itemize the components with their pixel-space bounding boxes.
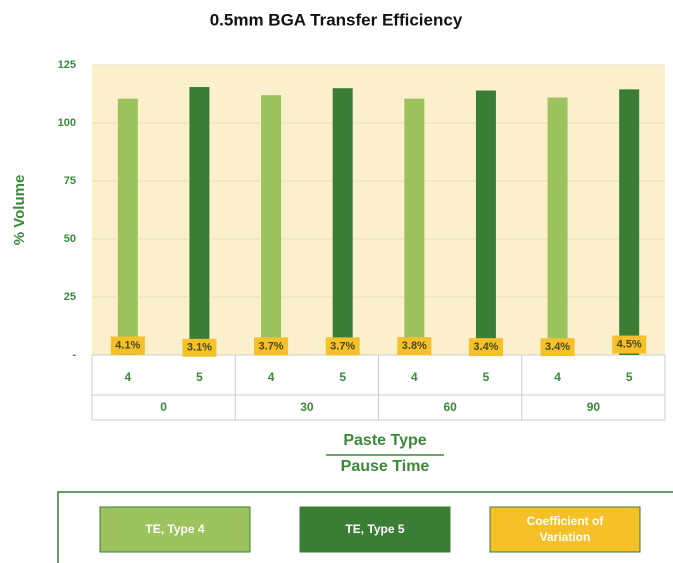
group-label: 90 bbox=[587, 400, 601, 414]
legend-label: Coefficient of Variation bbox=[527, 514, 605, 544]
y-tick-label: 75 bbox=[64, 175, 76, 187]
bar bbox=[332, 88, 353, 355]
x-tick-label: 4 bbox=[124, 370, 131, 384]
x-tick-label: 4 bbox=[268, 370, 275, 384]
legend-swatch bbox=[99, 506, 251, 553]
legend-label-line: Variation bbox=[540, 530, 591, 544]
value-label: 3.1% bbox=[187, 342, 212, 354]
bar bbox=[475, 90, 496, 356]
y-axis-title: % Volume bbox=[11, 175, 28, 246]
value-label-box bbox=[540, 338, 575, 357]
bar bbox=[547, 97, 568, 355]
group-label: 0 bbox=[160, 400, 167, 414]
bar bbox=[117, 98, 138, 355]
x-tick-label: 4 bbox=[411, 370, 418, 384]
x-tick-label: 5 bbox=[483, 370, 490, 384]
plot-area bbox=[92, 65, 665, 355]
group-label: 60 bbox=[443, 400, 457, 414]
y-tick-label: 100 bbox=[58, 117, 76, 129]
bar bbox=[189, 87, 210, 355]
x-axis-title-2: Pause Time bbox=[341, 458, 430, 475]
y-tick-label: 25 bbox=[64, 291, 76, 303]
bar bbox=[619, 89, 640, 356]
x-tick-label: 5 bbox=[196, 370, 203, 384]
value-label-box bbox=[182, 338, 217, 357]
value-label: 3.7% bbox=[259, 340, 284, 352]
legend-swatch bbox=[489, 506, 641, 553]
chart-title: 0.5mm BGA Transfer Efficiency bbox=[210, 10, 463, 29]
group-label: 30 bbox=[300, 400, 314, 414]
value-label-box bbox=[612, 335, 647, 354]
value-label: 4.1% bbox=[115, 339, 140, 351]
value-label-box bbox=[254, 337, 289, 356]
value-label-box bbox=[397, 337, 432, 356]
value-label: 3.4% bbox=[473, 341, 498, 353]
value-label-box bbox=[325, 337, 360, 356]
value-label-box bbox=[468, 338, 503, 357]
x-tick-label: 5 bbox=[339, 370, 346, 384]
bar bbox=[261, 95, 282, 355]
value-label: 4.5% bbox=[617, 338, 642, 350]
x-tick-label: 4 bbox=[554, 370, 561, 384]
legend-label: TE, Type 4 bbox=[145, 522, 204, 536]
x-tick-label: 5 bbox=[626, 370, 633, 384]
value-label: 3.8% bbox=[402, 340, 427, 352]
value-label: 3.4% bbox=[545, 341, 570, 353]
value-label-box bbox=[110, 336, 145, 355]
legend-label-line: Coefficient of bbox=[527, 514, 605, 528]
legend-frame bbox=[57, 491, 673, 563]
value-label: 3.7% bbox=[330, 340, 355, 352]
bar bbox=[404, 98, 425, 355]
y-tick-label: - bbox=[72, 349, 76, 361]
x-axis-title: Paste Type bbox=[343, 432, 426, 449]
y-tick-label: 50 bbox=[64, 233, 76, 245]
y-tick-label: 125 bbox=[58, 59, 76, 71]
legend-label: TE, Type 5 bbox=[345, 522, 404, 536]
legend-swatch bbox=[299, 506, 451, 553]
